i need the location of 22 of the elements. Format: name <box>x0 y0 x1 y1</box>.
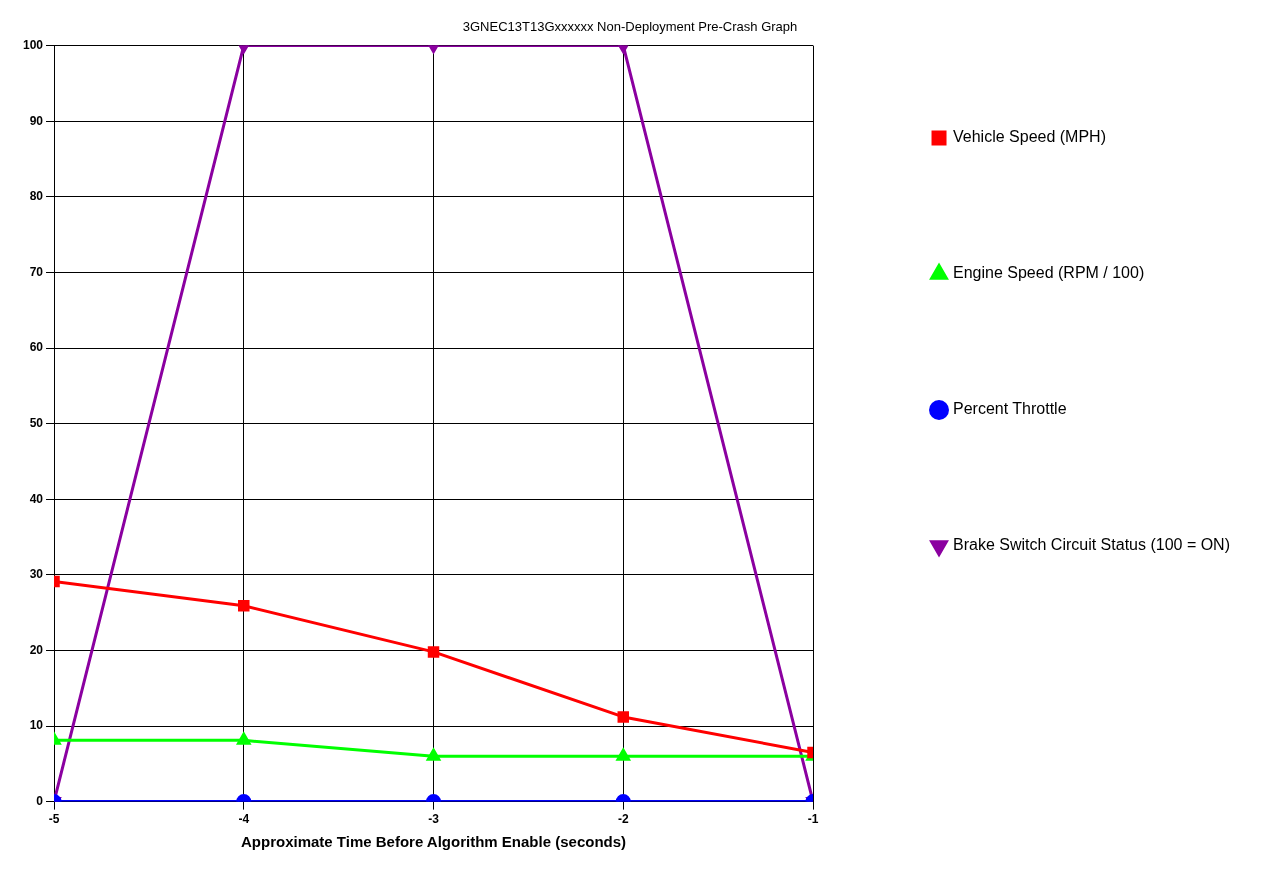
legend-label: Percent Throttle <box>953 400 1067 418</box>
legend-label: Engine Speed (RPM / 100) <box>953 264 1145 282</box>
y-tick-label: 60 <box>29 340 44 355</box>
x-axis-title: Approximate Time Before Algorithm Enable (seconds) <box>240 833 627 851</box>
y-tick-label: 100 <box>22 37 44 52</box>
x-tick-label: -2 <box>617 812 629 827</box>
chart-title: 3GNEC13T13Gxxxxxx Non-Deployment Pre-Crash Graph <box>462 19 798 35</box>
y-tick-label: 50 <box>29 415 44 430</box>
y-tick-label: 20 <box>29 642 44 657</box>
y-tick-label: 90 <box>29 113 44 128</box>
legend-label: Brake Switch Circuit Status (100 = ON) <box>953 536 1230 554</box>
y-tick-label: 10 <box>29 718 44 733</box>
y-tick-label: 0 <box>36 793 44 808</box>
x-tick-label: -5 <box>48 812 60 827</box>
x-tick-label: -1 <box>807 812 819 827</box>
x-tick-label: -4 <box>238 812 250 827</box>
y-tick-label: 70 <box>29 264 44 279</box>
legend-label: Vehicle Speed (MPH) <box>953 128 1106 146</box>
y-tick-label: 80 <box>29 189 44 204</box>
x-tick-label: -3 <box>428 812 440 827</box>
y-tick-label: 30 <box>29 567 44 582</box>
y-tick-label: 40 <box>29 491 44 506</box>
